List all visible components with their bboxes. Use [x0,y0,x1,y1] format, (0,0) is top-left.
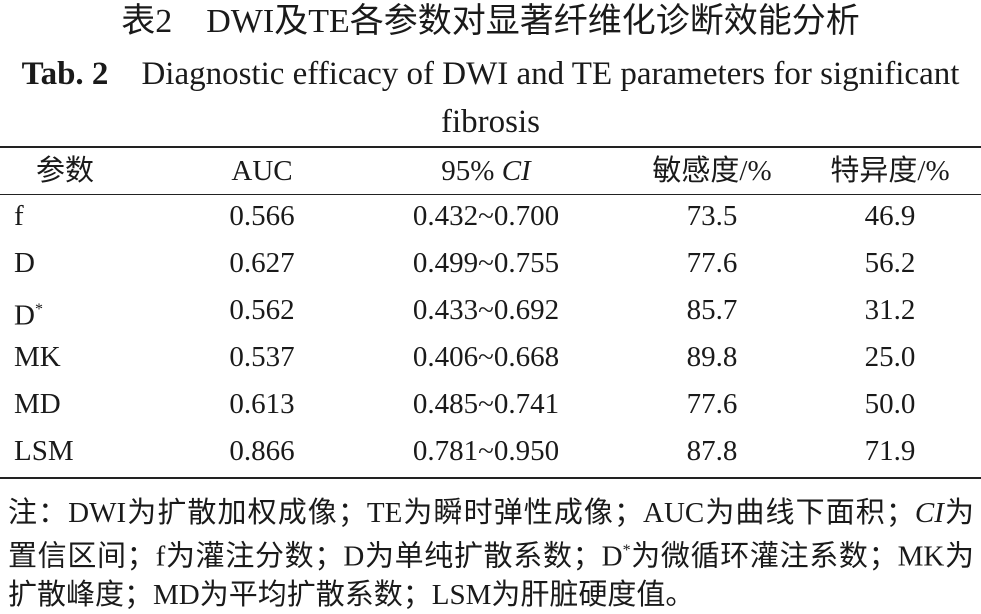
cell: D* [14,290,43,336]
cell: 0.866 [229,435,295,467]
cell: 0.781~0.950 [412,435,560,467]
cell: 85.7 [686,294,738,326]
header-cell: 95% CI [336,151,636,191]
cell: f [14,200,24,232]
cell: 25.0 [864,341,916,373]
cell: 0.627 [229,247,295,279]
cell: 0.406~0.668 [412,341,560,373]
cell-sup: * [34,301,43,318]
cell: 31.2 [864,294,916,326]
cell: 0.566 [229,200,295,232]
cell: 77.6 [686,247,738,279]
cell: 71.9 [864,435,916,467]
note-sup: * [622,542,631,559]
title-cn: 表2 DWI及TE各参数对显著纤维化诊断效能分析 [121,3,860,40]
cell: 87.8 [686,435,738,467]
cell: 0.433~0.692 [412,294,560,326]
title-en-text: Diagnostic efficacy of DWI and TE parame… [141,56,960,140]
cell: LSM [14,435,74,467]
cell: 0.485~0.741 [412,388,560,420]
note-text: 注：DWI为扩散加权成像；TE为瞬时弹性成像；AUC为曲线下面积； [8,497,915,529]
note: 注：DWI为扩散加权成像；TE为瞬时弹性成像；AUC为曲线下面积；CI为置信区间… [8,494,974,614]
cell-text: D [14,299,35,332]
cell: 89.8 [686,341,738,373]
header-rule [0,194,981,195]
cell: 0.432~0.700 [412,200,560,232]
header-text: 95% [441,155,495,187]
cell: D [14,247,35,279]
cell: MK [14,341,61,373]
cell: 0.562 [229,294,295,326]
cell: 46.9 [864,200,916,232]
top-rule [0,146,981,148]
cell: 0.613 [229,388,295,420]
note-text: 为微循环灌注系数；MK为扩散峰度；MD为平均扩散系数；LSM为肝脏硬度值。 [8,540,974,611]
table-label: Tab. 2 [21,56,109,92]
header-italic: CI [501,155,531,187]
header-cell: 参数 [35,155,94,187]
header-cell: AUC [231,155,293,187]
cell: 77.6 [686,388,738,420]
note-text: 为置信区间；f为灌注分数；D为单纯扩散系数；D [8,497,974,573]
bottom-rule [0,477,981,479]
cell: 73.5 [686,200,738,232]
cell: 0.537 [229,341,295,373]
note-italic: CI [914,497,944,529]
title-en: Tab. 2 Diagnostic efficacy of DWI and TE… [0,50,981,146]
header-cell: 特异度/% [830,155,950,187]
cell: 50.0 [864,388,916,420]
cell: 56.2 [864,247,916,279]
cell: MD [14,388,61,420]
header-cell: 敏感度/% [652,155,772,187]
cell: 0.499~0.755 [412,247,560,279]
